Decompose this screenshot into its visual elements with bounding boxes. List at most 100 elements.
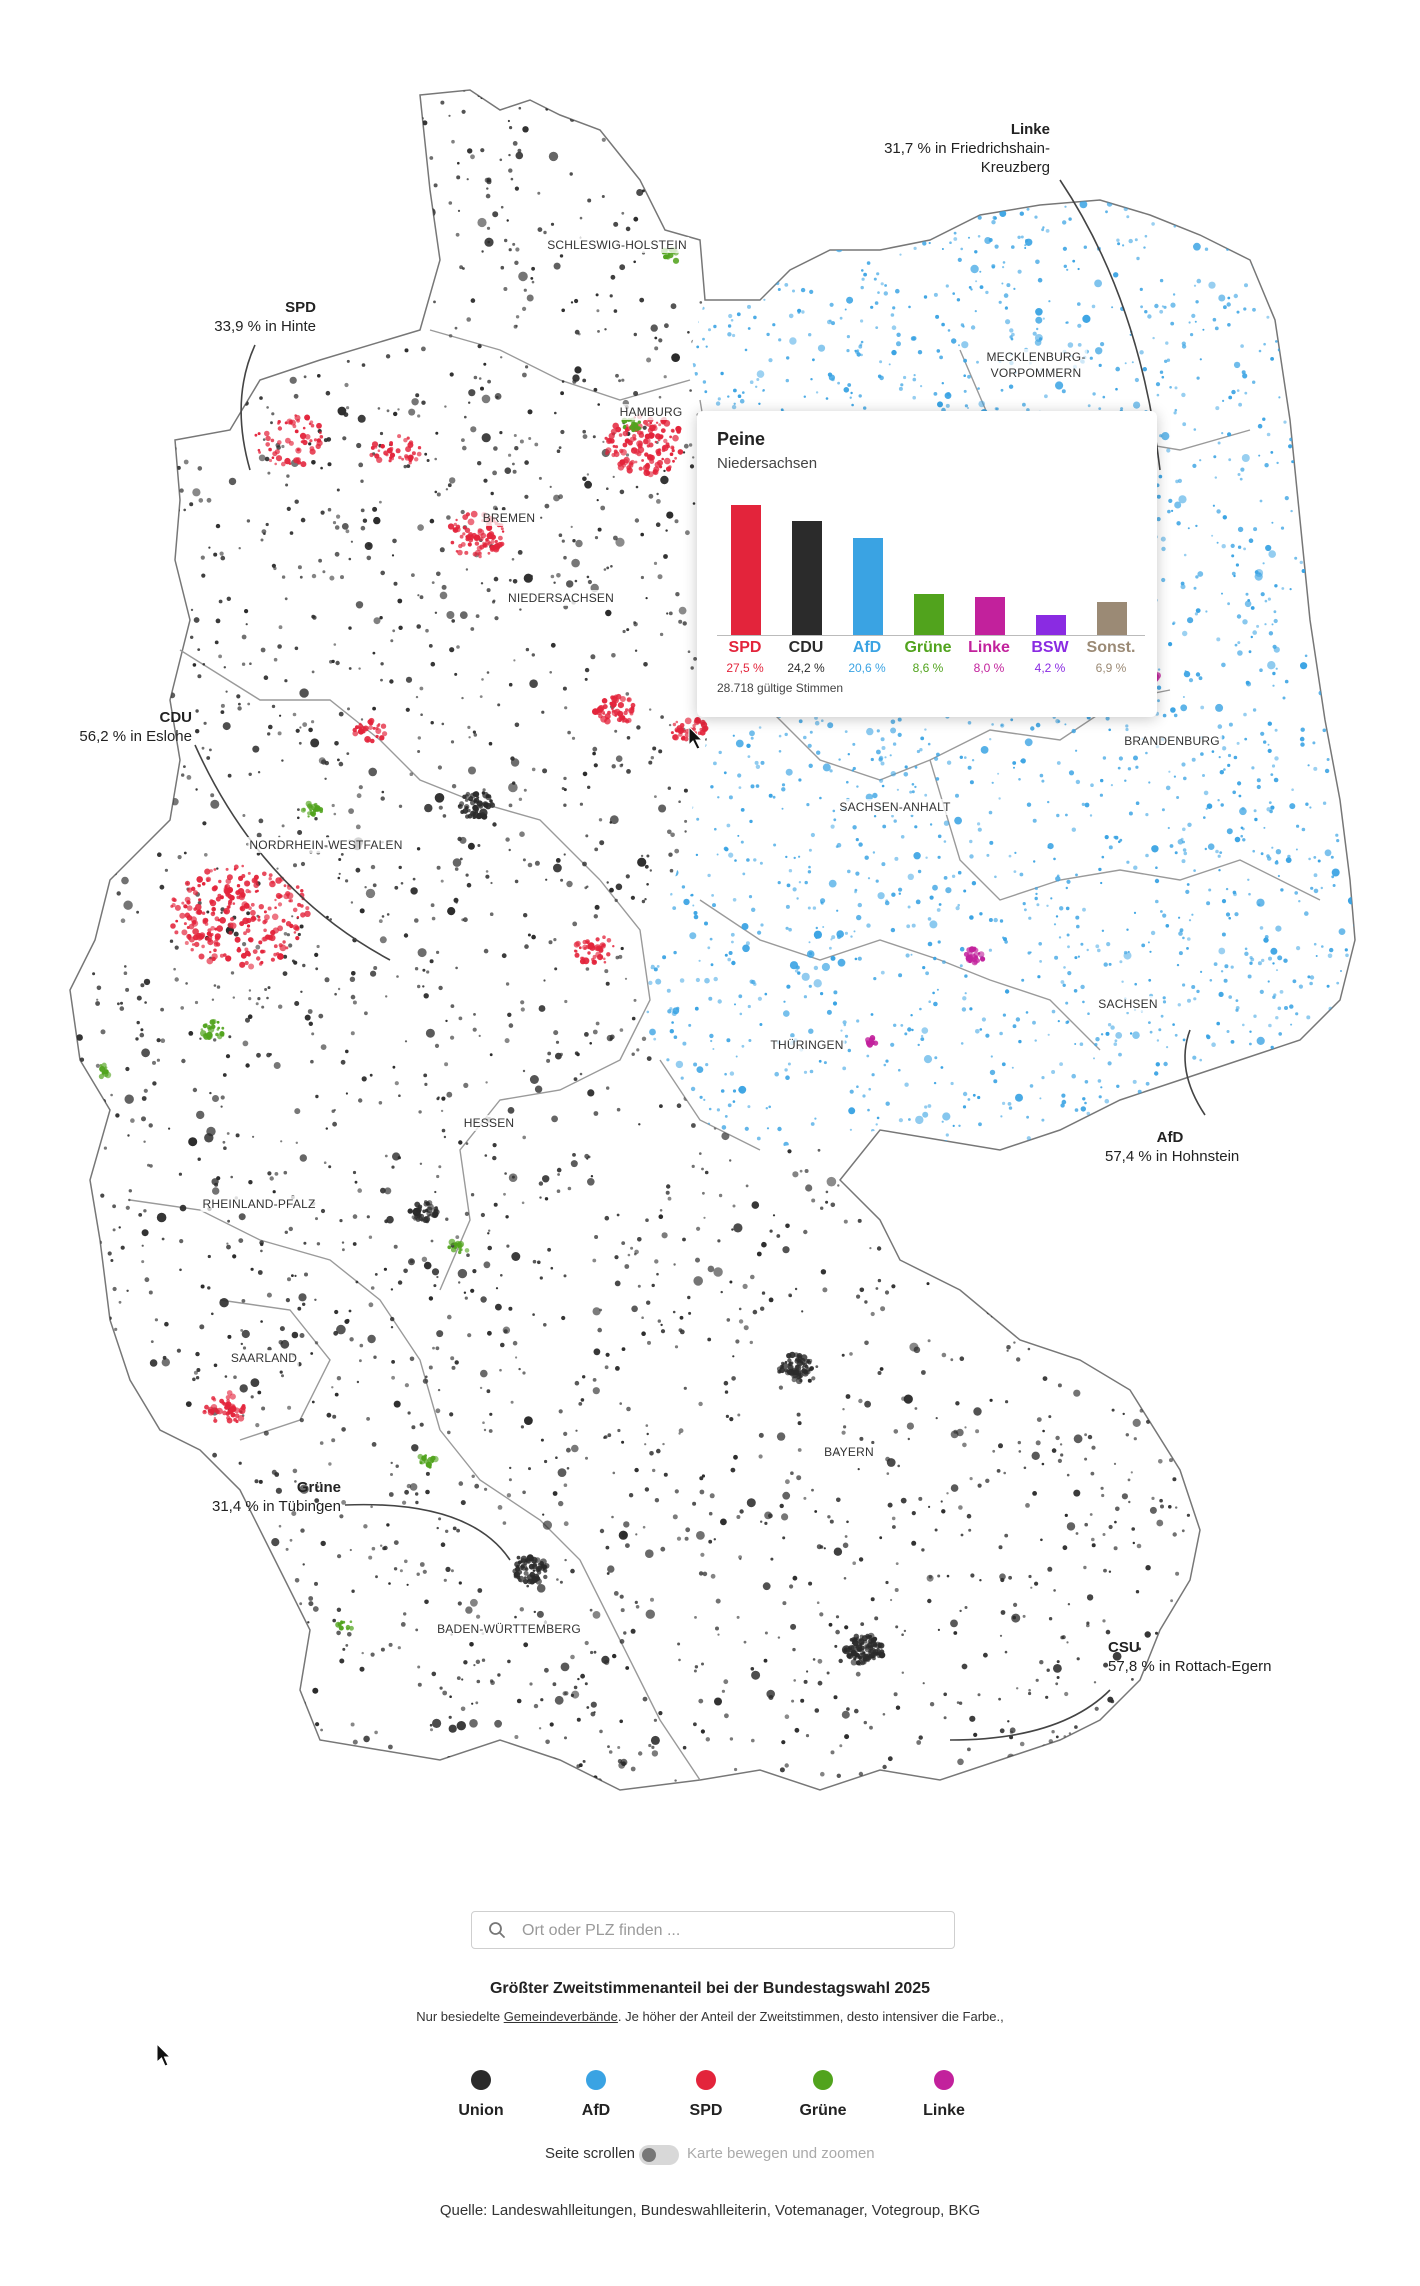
- legend-dot: [934, 2070, 954, 2090]
- legend-description: Nur besiedelte Gemeindeverbände. Je höhe…: [390, 2006, 1030, 2027]
- legend-label: Grüne: [799, 2102, 847, 2119]
- state-label-he: HESSEN: [461, 1115, 517, 1131]
- tooltip-bar-6: Sonst. 6,9 %: [1083, 481, 1139, 681]
- annotation-party: CSU: [1108, 1639, 1140, 1656]
- bar-value: 4,2 %: [1034, 661, 1066, 675]
- annotation-text: 56,2 % in Eslohe: [79, 728, 192, 745]
- annotation-afd: AfD 57,4 % in Hohnstein: [1105, 1128, 1239, 1166]
- legend-label: AfD: [581, 2102, 611, 2119]
- bar-value: 24,2 %: [787, 661, 825, 675]
- bar-label: AfD: [852, 639, 882, 656]
- search-input[interactable]: [520, 1912, 944, 1950]
- tooltip-bar-3: Grüne 8,6 %: [900, 481, 956, 681]
- state-label-sh: SCHLESWIG-HOLSTEIN: [545, 237, 689, 253]
- bar-label: SPD: [728, 639, 762, 656]
- tooltip-bar-4: Linke 8,0 %: [961, 481, 1017, 681]
- bar-rect: [792, 520, 822, 635]
- annotation-party: CDU: [159, 709, 193, 726]
- annotation-cdu: CDU 56,2 % in Eslohe: [79, 708, 192, 746]
- legend-desc-text: Nur besiedelte: [416, 2009, 504, 2024]
- state-label-th: THÜRINGEN: [768, 1037, 846, 1053]
- state-label-hb: BREMEN: [480, 510, 538, 526]
- bar-value: 8,0 %: [973, 661, 1005, 675]
- annotation-text: 57,8 % in Rottach-Egern: [1108, 1658, 1272, 1675]
- state-label-nw: NORDRHEIN-WESTFALEN: [247, 837, 405, 853]
- region-tooltip: Peine Niedersachsen SPD 27,5 % CDU 24,2 % Af…: [697, 411, 1157, 717]
- bar-value: 20,6 %: [848, 661, 886, 675]
- state-label-bb: BRANDENBURG: [1122, 733, 1222, 749]
- bar-rect: [975, 597, 1005, 635]
- toggle-knob: [642, 2148, 656, 2162]
- legend-dot: [471, 2070, 491, 2090]
- bar-rect: [914, 594, 944, 635]
- interaction-toggle-row: Seite scrollen Karte bewegen und zoomen: [0, 2143, 1420, 2167]
- spd-clusters: [170, 413, 709, 1424]
- legend-label: Linke: [923, 2102, 965, 2119]
- gemeindeverbaende-link[interactable]: Gemeindeverbände: [503, 2009, 618, 2024]
- bar-value: 8,6 %: [912, 661, 944, 675]
- source-note: Quelle: Landeswahlleitungen, Bundeswahll…: [439, 2202, 981, 2219]
- germany-map[interactable]: [0, 0, 1420, 1850]
- bar-rect: [853, 537, 883, 635]
- annotation-gruene: Grüne 31,4 % in Tübingen: [212, 1478, 341, 1516]
- city-clusters: [407, 791, 886, 1666]
- toggle-label-zoom[interactable]: Karte bewegen und zoomen: [687, 2145, 875, 2162]
- location-search[interactable]: [471, 1911, 955, 1950]
- legend-dot: [586, 2070, 606, 2090]
- csu-annotation-line: [949, 1689, 1111, 1741]
- state-label-mv-2: VORPOMMERN: [988, 365, 1084, 381]
- legend-dot: [813, 2070, 833, 2090]
- toggle-label-scroll[interactable]: Seite scrollen: [544, 2145, 635, 2162]
- gruene-clusters: [98, 246, 680, 1631]
- bar-value: 27,5 %: [726, 661, 764, 675]
- annotation-csu: CSU 57,8 % in Rottach-Egern: [1108, 1638, 1271, 1676]
- page-cursor-icon: [156, 2043, 172, 2067]
- annotation-text-2: Kreuzberg: [980, 159, 1050, 176]
- tooltip-bar-1: CDU 24,2 %: [778, 481, 834, 681]
- state-label-sl: SAARLAND: [228, 1350, 300, 1366]
- scroll-zoom-toggle[interactable]: [639, 2145, 679, 2165]
- annotation-lines: [194, 179, 1206, 1741]
- tooltip-subtitle: Niedersachsen: [717, 455, 818, 472]
- annotation-linke: Linke 31,7 % in Friedrichshain- Kreuzber…: [884, 120, 1050, 177]
- legend-item-afd: AfD: [546, 2070, 646, 2120]
- legend-label: SPD: [689, 2102, 723, 2119]
- state-label-mv-1: MECKLENBURG-: [984, 349, 1088, 365]
- tooltip-title: Peine: [717, 429, 766, 449]
- annotation-text: 31,4 % in Tübingen: [212, 1498, 341, 1515]
- afd-annotation-line: [1184, 1029, 1206, 1116]
- bar-label: BSW: [1031, 639, 1069, 656]
- bar-rect: [1097, 602, 1127, 635]
- annotation-spd: SPD 33,9 % in Hinte: [214, 298, 316, 336]
- state-label-bw: BADEN-WÜRTTEMBERG: [435, 1621, 583, 1637]
- tooltip-axis-line: [717, 635, 1145, 636]
- bar-label: Sonst.: [1086, 639, 1136, 656]
- map-cursor-icon: [688, 725, 704, 750]
- bar-value: 6,9 %: [1095, 661, 1127, 675]
- legend-item-spd: SPD: [656, 2070, 756, 2120]
- state-label-rp: RHEINLAND-PFALZ: [200, 1196, 318, 1212]
- annotation-party: Linke: [1010, 121, 1050, 138]
- legend-item-gruene: Grüne: [773, 2070, 873, 2120]
- legend-item-union: Union: [431, 2070, 531, 2120]
- state-label-hh: HAMBURG: [617, 404, 685, 420]
- state-label-st: SACHSEN-ANHALT: [837, 799, 953, 815]
- tooltip-bar-2: AfD 20,6 %: [839, 481, 895, 681]
- state-label-sn: SACHSEN: [1096, 996, 1160, 1012]
- tooltip-footer: 28.718 gültige Stimmen: [717, 681, 844, 695]
- search-icon: [489, 1922, 505, 1938]
- annotation-text: 57,4 % in Hohnstein: [1105, 1148, 1240, 1165]
- annotation-party: Grüne: [296, 1479, 341, 1496]
- legend-dot: [696, 2070, 716, 2090]
- tooltip-bar-5: BSW 4,2 %: [1022, 481, 1078, 681]
- annotation-party: AfD: [1156, 1129, 1184, 1146]
- tooltip-bar-chart: SPD 27,5 % CDU 24,2 % AfD 20,6 % Grüne 8,6 % Lin…: [717, 481, 1145, 681]
- annotation-text: 33,9 % in Hinte: [214, 318, 316, 335]
- annotation-party: SPD: [285, 299, 316, 316]
- spd-annotation-line: [240, 344, 256, 471]
- bar-label: Grüne: [904, 639, 952, 656]
- bar-label: CDU: [788, 639, 824, 656]
- cdu-annotation-line: [194, 744, 391, 961]
- state-label-ni: NIEDERSACHSEN: [506, 590, 616, 606]
- bar-rect: [1036, 615, 1066, 635]
